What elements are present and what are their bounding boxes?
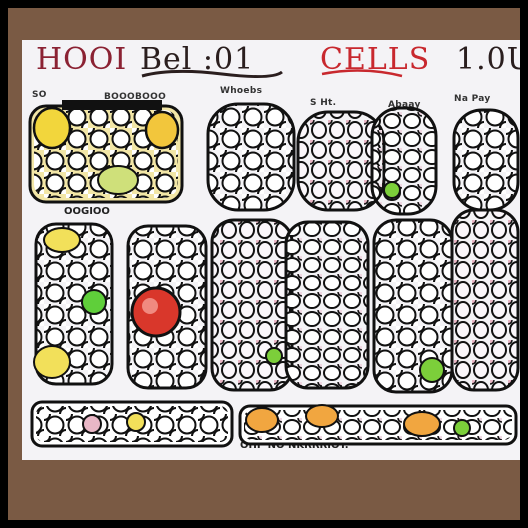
cell-column-1	[33, 222, 114, 386]
label-top-left-2: BOOOBOOO	[104, 92, 167, 102]
cell-column-2	[126, 224, 208, 390]
cell-cluster-yellow	[28, 100, 184, 204]
cell-strip-right	[238, 404, 518, 446]
cell-strip-left	[30, 400, 234, 448]
label-top-mid: Whoebs	[220, 86, 263, 96]
label-top-mid3: Abaay	[388, 100, 421, 110]
label-top-left: SO	[32, 90, 47, 100]
cell-column-6	[450, 208, 520, 392]
cell-column-3	[210, 218, 294, 392]
title-left: HOOI	[36, 42, 128, 77]
cell-cluster-d	[452, 108, 520, 212]
row1-caption: OOGIOO	[64, 206, 110, 217]
drawing-sheet: HOOI Bel :01 CELLS 1.0U SO BOOOBOOO Whoe…	[22, 40, 520, 460]
cell-cluster-a	[206, 102, 296, 212]
title-underline	[141, 69, 403, 79]
cell-column-5	[372, 218, 454, 394]
cell-cluster-c	[370, 106, 438, 216]
cell-drawing	[28, 69, 520, 448]
cell-column-4	[284, 220, 370, 390]
title-far-right: 1.0U	[456, 42, 520, 77]
label-top-mid2: S Ht.	[310, 98, 337, 108]
label-top-right: Na Pay	[454, 94, 491, 104]
